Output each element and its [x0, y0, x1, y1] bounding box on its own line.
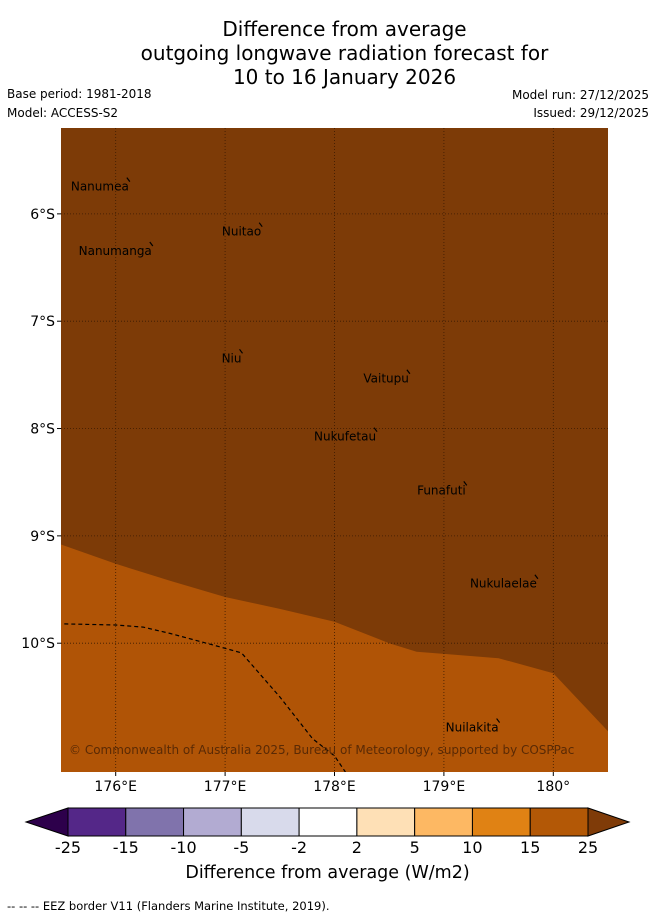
- colorbar-tick-label-7: 10: [462, 838, 482, 857]
- lat-tick-label-2: 8°S: [30, 422, 55, 438]
- island-mark-4: [406, 369, 411, 375]
- place-label-3: Niu: [222, 351, 242, 365]
- island-mark-1: [258, 222, 263, 228]
- chart-title: Difference from average outgoing longwav…: [0, 17, 655, 89]
- lat-tick-label-0: 6°S: [30, 207, 55, 223]
- copyright-notice: © Commonwealth of Australia 2025, Bureau…: [69, 743, 574, 757]
- place-label-8: Nuilakita: [446, 721, 499, 735]
- place-label-1: Nuitao: [222, 225, 261, 239]
- lon-tick-label-1: 177°E: [204, 779, 247, 795]
- colorbar-segment-2: [183, 807, 242, 837]
- model-name: Model: ACCESS-S2: [7, 106, 119, 120]
- eez-border: [64, 623, 346, 772]
- island-mark-2: [149, 241, 154, 247]
- eez-footnote: -- -- -- EEZ border V11 (Flanders Marine…: [7, 899, 330, 913]
- colorbar-extend-low: [24, 807, 69, 837]
- issued-date: Issued: 29/12/2025: [533, 106, 649, 120]
- plot-area: Nanumea Nuitao Nanumanga Niu Vaitupu Nukufeta…: [61, 128, 608, 772]
- island-mark-5: [373, 427, 378, 433]
- island-mark-0: [126, 177, 131, 182]
- map-gridlines: [61, 128, 608, 772]
- colorbar-tick-label-9: 25: [578, 838, 598, 857]
- colorbar-segment-4: [298, 807, 358, 837]
- title-line-3: 10 to 16 January 2026: [232, 65, 457, 89]
- lon-tick-label-4: 180°: [536, 779, 570, 795]
- colorbar-tick-label-3: -5: [233, 838, 249, 857]
- colorbar-tick-label-4: -2: [291, 838, 307, 857]
- colorbar-segment-5: [356, 807, 416, 837]
- colorbar-extend-high: [587, 807, 631, 837]
- colorbar-segment-1: [125, 807, 185, 837]
- place-label-7: Nukulaelae: [470, 577, 537, 591]
- colorbar-tick-label-5: 2: [352, 838, 362, 857]
- island-mark-8: [496, 718, 501, 723]
- colorbar: -25 -15 -10 -5 -2 2 5 10 15 25: [24, 807, 631, 857]
- lon-tick-label-0: 176°E: [94, 779, 137, 795]
- lon-tick-label-2: 178°E: [313, 779, 356, 795]
- place-label-2: Nanumanga: [79, 244, 152, 258]
- island-mark-3: [239, 348, 243, 354]
- title-line-2: outgoing longwave radiation forecast for: [140, 41, 549, 65]
- anomaly-fill-15-to-25: [61, 544, 608, 772]
- colorbar-segment-3: [240, 807, 300, 837]
- place-labels: Nanumea Nuitao Nanumanga Niu Vaitupu Nukufeta…: [71, 177, 539, 735]
- island-mark-7: [534, 574, 539, 580]
- title-line-1: Difference from average: [222, 17, 467, 41]
- lat-tick-label-1: 7°S: [30, 314, 55, 330]
- colorbar-tick-label-2: -10: [170, 838, 196, 857]
- model-run: Model run: 27/12/2025: [511, 88, 649, 102]
- colorbar-segment-0: [67, 807, 127, 837]
- colorbar-tick-label-1: -15: [113, 838, 139, 857]
- colorbar-tick-label-6: 5: [410, 838, 420, 857]
- lat-tick-label-3: 9°S: [30, 529, 55, 545]
- lon-tick-label-3: 179°E: [423, 779, 466, 795]
- colorbar-segment-6: [414, 807, 473, 837]
- place-label-4: Vaitupu: [363, 372, 409, 386]
- colorbar-tick-label-8: 15: [520, 838, 540, 857]
- place-label-5: Nukufetau: [314, 430, 376, 444]
- colorbar-segment-7: [471, 807, 531, 837]
- colorbar-segment-8: [529, 807, 589, 837]
- colorbar-title: Difference from average (W/m2): [185, 863, 470, 883]
- axis-ticks: 176°E 177°E 178°E 179°E 180° 6°S 7°S 8°S 9°S 10°S: [21, 207, 570, 795]
- base-period: Base period: 1981-2018: [7, 87, 152, 101]
- place-label-0: Nanumea: [71, 180, 129, 194]
- colorbar-tick-label-0: -25: [55, 838, 81, 857]
- island-mark-6: [463, 480, 468, 486]
- place-label-6: Funafuti: [417, 483, 466, 497]
- lat-tick-label-4: 10°S: [21, 636, 55, 652]
